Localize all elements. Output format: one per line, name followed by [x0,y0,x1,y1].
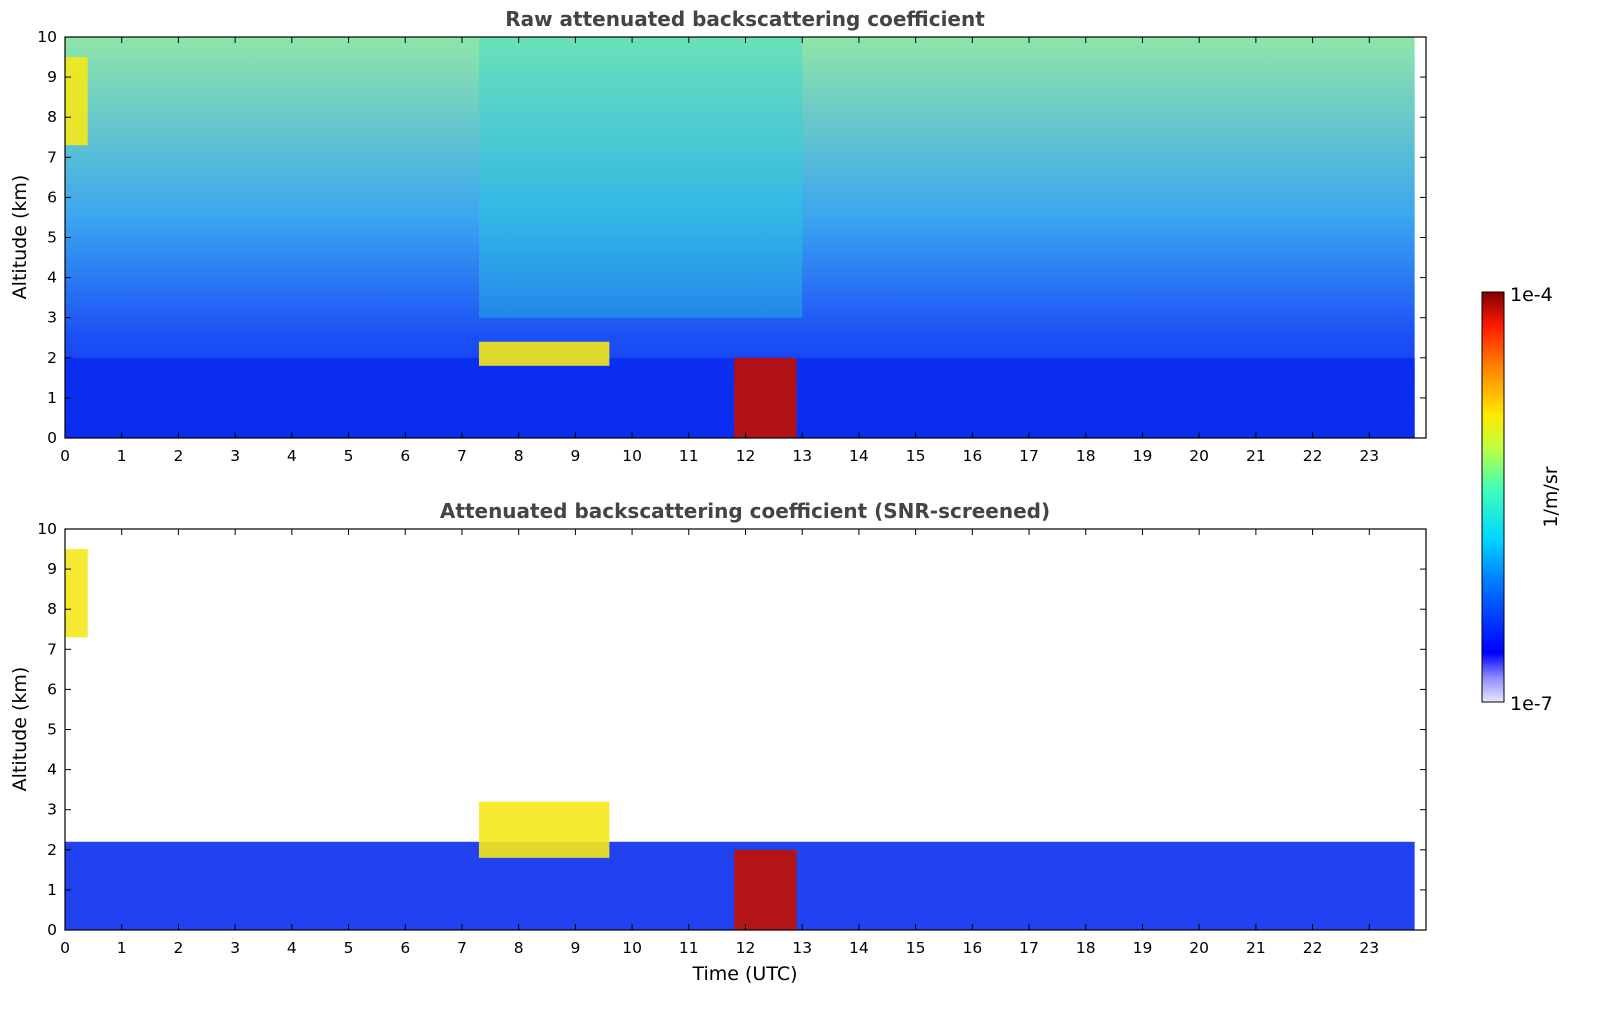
panel-1-x-tick-label: 4 [287,447,297,465]
panel-2-x-tick-label: 3 [230,939,240,957]
panel-1-feature-3 [65,57,88,146]
panel-2-x-tick-label: 4 [287,939,297,957]
panel-2-x-tick-label: 19 [1133,939,1153,957]
panel-2-x-tick-label: 13 [792,939,812,957]
panel-2-x-tick-label: 16 [962,939,982,957]
panel-2-x-tick-label: 7 [457,939,467,957]
panel-1-x-tick-label: 1 [117,447,127,465]
panel-1-y-tick-label: 7 [47,148,57,166]
panel-1-x-tick-label: 8 [514,447,524,465]
colorbar-max-label: 1e-4 [1510,284,1553,306]
panel-1-axes: 0 1 2 3 4 5 6 7 8 9 10 11 12 13 14 15 16 17 18 19 20 21 22 2301… [37,28,1427,465]
panel-2-x-tick-label: 23 [1359,939,1379,957]
panel-1-feature-4 [478,37,803,318]
panel-1-y-tick-label: 9 [47,68,57,86]
panel-2-x-tick-label: 12 [736,939,756,957]
panel-2-axes: 0 1 2 3 4 5 6 7 8 9 10 11 12 13 14 15 16 17 18 19 20 21 22 2301… [37,520,1427,957]
panel-1-x-tick-label: 3 [230,447,240,465]
panel-1-y-tick-label: 1 [47,389,57,407]
panel-2-x-tick-label: 10 [622,939,642,957]
panel-2-x-tick-label: 5 [344,939,354,957]
panel-2-y-tick-label: 1 [47,881,57,899]
panel-1-x-tick-label: 2 [173,447,183,465]
panel-2-x-tick-label: 18 [1076,939,1096,957]
panel-1-x-tick-label: 20 [1189,447,1209,465]
panel-2-x-tick-label: 20 [1189,939,1209,957]
colorbar: 1e-4 1e-7 1/m/sr [1481,284,1562,715]
panel-2-y-tick-label: 2 [47,841,57,859]
panel-1-x-tick-label: 13 [792,447,812,465]
panel-1-y-tick-label: 0 [47,429,57,447]
panel-2-y-tick-label: 0 [47,921,57,939]
panel-1-title: Raw attenuated backscattering coefficien… [505,7,985,31]
panel-1-feature-1 [478,341,610,366]
panel-1-x-tick-label: 0 [60,447,70,465]
panel-2-x-tick-label: 22 [1303,939,1323,957]
panel-2-x-tick-label: 11 [679,939,699,957]
screened-heatmap [65,549,1415,930]
panel-2-x-tick-label: 9 [570,939,580,957]
panel-2-y-tick-label: 3 [47,801,57,819]
panel-1-x-tick-label: 7 [457,447,467,465]
panel-1-x-tick-label: 18 [1076,447,1096,465]
colorbar-min-label: 1e-7 [1510,693,1553,715]
panel-1-y-axis-label: Altitude (km) [9,175,31,300]
panel-2-feature-2 [734,849,797,930]
panel-1-y-tick-label: 10 [37,28,57,46]
panel-2-y-tick-label: 4 [47,761,57,779]
panel-1-x-tick-label: 22 [1303,447,1323,465]
panel-2-x-tick-label: 8 [514,939,524,957]
panel-2-x-tick-label: 17 [1019,939,1039,957]
panel-1-y-tick-label: 2 [47,349,57,367]
panel-1-y-tick-label: 8 [47,108,57,126]
panel-2-x-tick-label: 0 [60,939,70,957]
panel-2-x-tick-label: 6 [400,939,410,957]
x-axis-label: Time (UTC) [691,963,797,985]
panel-2-feature-1 [478,801,610,858]
panel-2-x-tick-label: 2 [173,939,183,957]
panel-1-y-tick-label: 4 [47,269,57,287]
panel-2-title: Attenuated backscattering coefficient (S… [440,499,1050,523]
panel-2-x-tick-label: 14 [849,939,869,957]
panel-2-y-tick-label: 8 [47,600,57,618]
panel-1-x-tick-label: 10 [622,447,642,465]
panel-2-x-tick-label: 15 [906,939,926,957]
panel-1-x-tick-label: 5 [344,447,354,465]
panel-2-y-tick-label: 6 [47,680,57,698]
raw-heatmap [65,37,1415,438]
panel-1-x-tick-label: 9 [570,447,580,465]
panel-1-x-tick-label: 15 [906,447,926,465]
panel-1-y-tick-label: 5 [47,229,57,247]
panel-1-y-tick-label: 3 [47,309,57,327]
panel-1-x-tick-label: 23 [1359,447,1379,465]
panel-1-feature-2 [734,357,797,438]
panel-2-x-tick-label: 21 [1246,939,1266,957]
panel-2-y-axis-label: Altitude (km) [9,667,31,792]
colorbar-gradient [1481,291,1505,703]
panel-2-y-tick-label: 5 [47,721,57,739]
panel-1-x-tick-label: 14 [849,447,869,465]
panel-2-y-tick-label: 7 [47,640,57,658]
panel-1-x-tick-label: 11 [679,447,699,465]
screened-backscatter-panel: Attenuated backscattering coefficient (S… [9,499,1427,985]
panel-2-feature-3 [65,549,88,638]
raw-backscatter-panel: Raw attenuated backscattering coefficien… [9,7,1427,465]
panel-1-x-tick-label: 12 [736,447,756,465]
panel-2-y-tick-label: 9 [47,560,57,578]
panel-1-x-tick-label: 17 [1019,447,1039,465]
panel-1-x-tick-label: 21 [1246,447,1266,465]
panel-2-x-tick-label: 1 [117,939,127,957]
panel-1-y-tick-label: 6 [47,188,57,206]
panel-1-x-tick-label: 19 [1133,447,1153,465]
panel-1-x-tick-label: 16 [962,447,982,465]
colorbar-unit-label: 1/m/sr [1540,466,1562,527]
panel-2-y-tick-label: 10 [37,520,57,538]
panel-1-x-tick-label: 6 [400,447,410,465]
